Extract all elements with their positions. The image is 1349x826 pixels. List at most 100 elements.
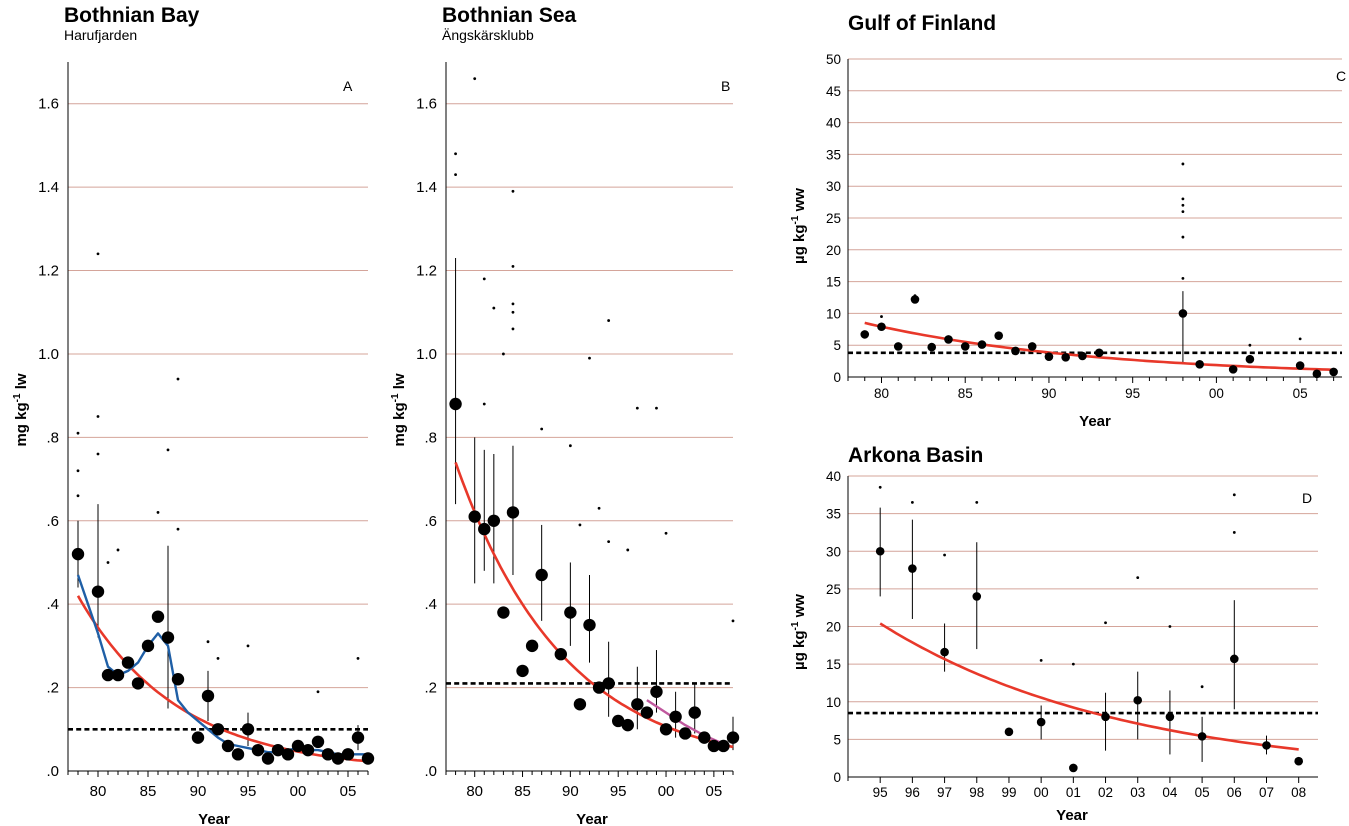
- sample-point: [626, 548, 630, 552]
- ytick-label: 20: [826, 620, 841, 635]
- annual-mean-point: [1295, 361, 1305, 370]
- xtick-label: 85: [140, 783, 157, 800]
- annual-mean-point: [1245, 354, 1255, 364]
- xtick-label: 00: [290, 783, 307, 800]
- sample-point: [607, 319, 611, 322]
- sample-point: [1181, 162, 1185, 166]
- panel-a-ytick-labels: .0 .2 .4 .6 .8 1.0 1.2 1.4 1.6: [38, 96, 59, 780]
- annual-mean-point: [621, 718, 634, 732]
- annual-mean-point: [1044, 352, 1054, 361]
- panel-d-ytick-labels: 0 5 10 15 20 25 30 35 40: [826, 469, 841, 785]
- ytick-label: 30: [826, 544, 841, 559]
- ytick-label: 0: [833, 770, 841, 785]
- annual-mean-point: [573, 698, 587, 711]
- panel-c-letter: C: [1336, 68, 1346, 84]
- xtick-label: 98: [969, 785, 984, 800]
- panel-b-title: Bothnian Sea: [442, 4, 577, 27]
- annual-mean-point: [554, 648, 567, 661]
- sample-point: [1200, 685, 1204, 689]
- sample-point: [1168, 625, 1172, 628]
- annual-mean-point: [688, 706, 701, 719]
- panel-arkona-basin: Arkona Basin D Year µg kg-1 ww 051015202…: [790, 444, 1318, 824]
- annual-mean-point: [1061, 352, 1070, 362]
- xtick-label: 80: [90, 783, 107, 800]
- sample-point: [588, 356, 591, 360]
- sample-point: [316, 690, 320, 694]
- sample-point: [1136, 576, 1140, 579]
- ytick-label: 15: [826, 275, 841, 290]
- xtick-label: 05: [1293, 386, 1308, 401]
- ytick-label: 1.2: [38, 263, 59, 280]
- annual-mean-point: [478, 522, 491, 536]
- ytick-label: 50: [826, 52, 841, 67]
- sample-point: [356, 656, 360, 660]
- xtick-label: 02: [1098, 785, 1113, 800]
- xtick-label: 90: [190, 783, 207, 800]
- sample-point: [216, 656, 220, 660]
- annual-mean-point: [612, 714, 625, 728]
- annual-mean-point: [131, 677, 145, 690]
- sample-point: [635, 406, 639, 410]
- sample-point: [511, 189, 515, 193]
- trend-fit-line: [879, 622, 1299, 751]
- sample-point: [511, 264, 515, 268]
- sample-point: [607, 540, 611, 544]
- annual-mean-point: [1230, 654, 1239, 664]
- annual-mean-point: [301, 743, 315, 757]
- panel-c-xlabel: Year: [1079, 413, 1111, 430]
- sample-point: [482, 402, 486, 406]
- annual-mean-point: [71, 547, 85, 561]
- annual-mean-point: [1004, 727, 1014, 737]
- annual-mean-point: [191, 731, 205, 744]
- xtick-label: 85: [958, 386, 973, 401]
- ytick-label: 25: [826, 582, 841, 597]
- sample-point: [492, 306, 496, 310]
- annual-mean-point: [468, 510, 481, 523]
- sample-point: [96, 415, 100, 418]
- annual-mean-point: [101, 668, 115, 682]
- sample-point: [1232, 531, 1236, 534]
- annual-mean-point: [602, 677, 615, 690]
- annual-mean-point: [910, 295, 920, 304]
- ytick-label: 1.4: [416, 179, 437, 196]
- annual-mean-point: [361, 752, 375, 765]
- ytick-label: 1.2: [416, 263, 437, 280]
- ytick-label: 20: [826, 243, 841, 258]
- sample-point: [454, 152, 457, 156]
- annual-mean-point: [351, 731, 365, 744]
- panel-gulf-of-finland: Gulf of Finland C Year µg kg-1 ww 051015…: [790, 12, 1346, 430]
- annual-mean-point: [516, 664, 529, 678]
- annual-mean-point: [111, 668, 125, 682]
- annual-mean-point: [1011, 346, 1020, 356]
- panel-a-xlabel: Year: [198, 811, 230, 826]
- xtick-label: 03: [1130, 785, 1145, 800]
- sample-point: [1232, 493, 1236, 497]
- ytick-label: 1.0: [416, 346, 437, 363]
- sample-point: [597, 506, 601, 510]
- panel-b-plot-area: [445, 62, 740, 777]
- xtick-label: 00: [658, 783, 675, 800]
- annual-mean-point: [1101, 712, 1110, 722]
- ytick-label: .8: [424, 429, 437, 446]
- annual-mean-point: [1197, 732, 1207, 741]
- annual-mean-point: [321, 748, 335, 761]
- sample-point: [176, 527, 180, 531]
- annual-mean-point: [977, 340, 987, 349]
- panel-d-ylabel: µg kg-1 ww: [790, 594, 808, 670]
- sample-point: [1248, 343, 1252, 347]
- panel-c-xtick-labels: 80 85 90 95 00 05: [874, 386, 1308, 401]
- annual-mean-point: [211, 723, 225, 736]
- ytick-label: 35: [826, 507, 841, 522]
- annual-mean-point: [940, 647, 949, 657]
- panel-a-ylabel: mg kg-1 lw: [12, 373, 30, 446]
- xtick-label: 97: [937, 785, 952, 800]
- annual-mean-point: [1036, 717, 1046, 727]
- panel-b-ylabel: mg kg-1 lw: [390, 373, 408, 446]
- ytick-label: 25: [826, 211, 841, 226]
- annual-mean-point: [121, 656, 135, 669]
- sample-point: [76, 431, 80, 435]
- xtick-label: 95: [1125, 386, 1140, 401]
- ytick-label: 10: [826, 306, 841, 321]
- annual-mean-point: [650, 685, 663, 698]
- ytick-label: 5: [833, 732, 841, 747]
